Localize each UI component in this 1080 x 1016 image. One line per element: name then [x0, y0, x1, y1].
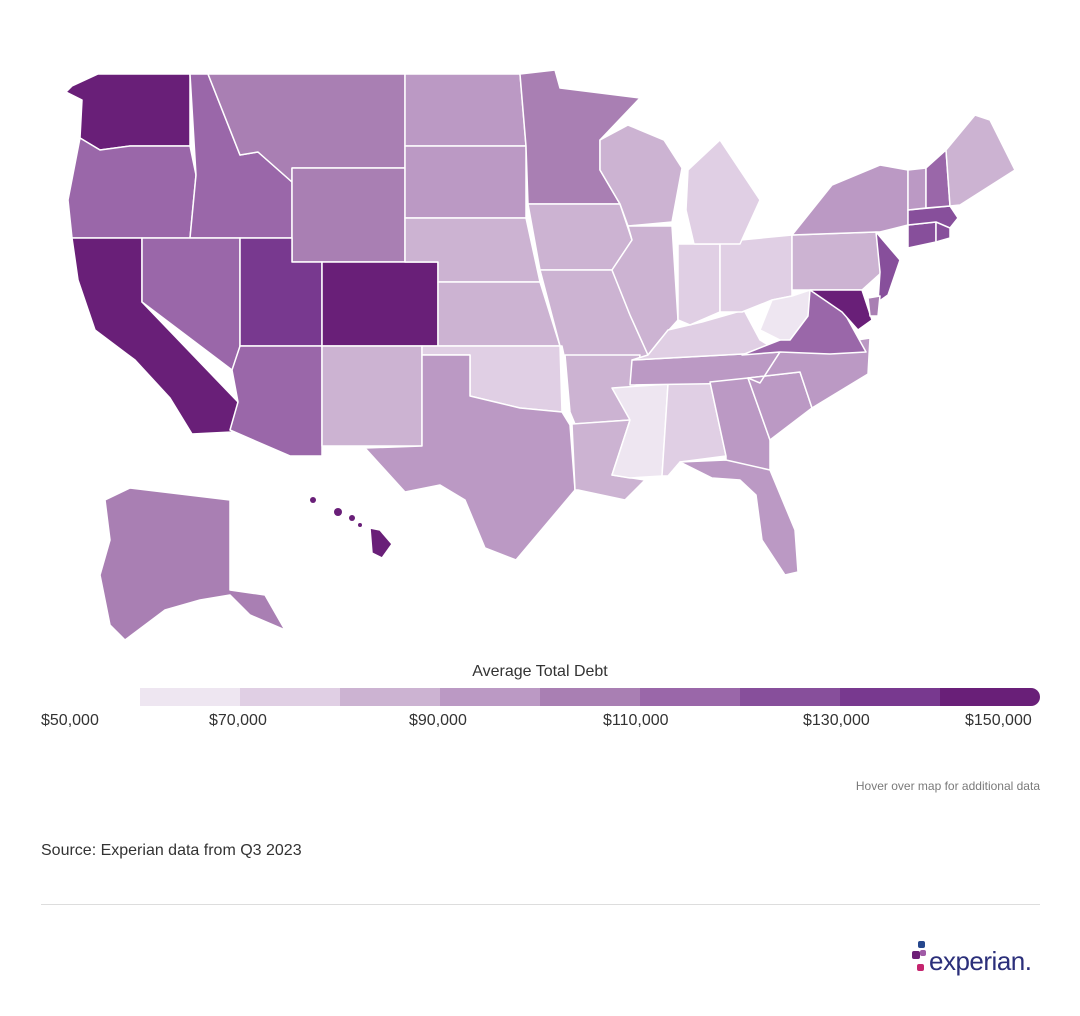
legend-tick-70000: $70,000	[209, 712, 267, 729]
legend-segment-0	[140, 688, 240, 706]
legend-segment-6	[740, 688, 840, 706]
legend-segment-8	[940, 688, 1040, 706]
state-hi-island-0[interactable]	[310, 497, 316, 503]
state-hi[interactable]	[369, 527, 393, 559]
state-wv[interactable]	[759, 289, 811, 341]
state-me[interactable]	[945, 114, 1016, 207]
state-nd[interactable]	[404, 73, 527, 147]
state-co[interactable]	[321, 261, 439, 347]
state-ct[interactable]	[907, 221, 937, 249]
us-debt-map	[65, 69, 1016, 641]
legend-segment-1	[240, 688, 340, 706]
state-wi[interactable]	[599, 124, 683, 227]
state-wa[interactable]	[65, 73, 191, 151]
state-wy[interactable]	[291, 167, 406, 263]
state-hi-island-1[interactable]	[334, 508, 342, 516]
state-md[interactable]	[809, 289, 873, 331]
state-pa[interactable]	[791, 231, 883, 291]
divider	[41, 904, 1040, 905]
state-in[interactable]	[677, 243, 721, 326]
legend-segment-5	[640, 688, 740, 706]
source-note: Source: Experian data from Q3 2023	[41, 842, 302, 859]
legend-segment-2	[340, 688, 440, 706]
legend-tick-50000: $50,000	[41, 712, 99, 729]
state-ny[interactable]	[791, 164, 909, 236]
state-or[interactable]	[67, 137, 197, 239]
state-ia[interactable]	[527, 203, 633, 271]
state-ks[interactable]	[437, 281, 561, 347]
legend-segment-7	[840, 688, 940, 706]
state-sd[interactable]	[404, 145, 527, 219]
state-nm[interactable]	[321, 345, 423, 447]
logo-dots-icon	[908, 938, 928, 978]
legend-tick-150000: $150,000	[965, 712, 1032, 729]
legend-segment-3	[440, 688, 540, 706]
legend-tick-110000: $110,000	[603, 712, 669, 729]
state-vt[interactable]	[907, 167, 927, 211]
state-hi-island-3[interactable]	[358, 523, 362, 527]
state-mi[interactable]	[685, 139, 761, 245]
state-tx[interactable]	[364, 354, 576, 561]
hover-note: Hover over map for additional data	[855, 779, 1040, 793]
legend-tick-90000: $90,000	[409, 712, 467, 729]
logo-wordmark: experian.	[929, 945, 1032, 976]
legend-color-bar	[140, 688, 1040, 706]
legend-segment-4	[540, 688, 640, 706]
legend-title: Average Total Debt	[472, 663, 608, 680]
state-hi-island-2[interactable]	[349, 515, 355, 521]
state-az[interactable]	[229, 345, 323, 457]
state-nj[interactable]	[875, 231, 901, 303]
state-fl[interactable]	[679, 459, 799, 576]
state-ak[interactable]	[99, 487, 286, 641]
experian-logo: experian.	[908, 938, 1032, 978]
state-de[interactable]	[867, 295, 881, 317]
state-ky[interactable]	[631, 309, 781, 361]
legend-tick-130000: $130,000	[803, 712, 870, 729]
